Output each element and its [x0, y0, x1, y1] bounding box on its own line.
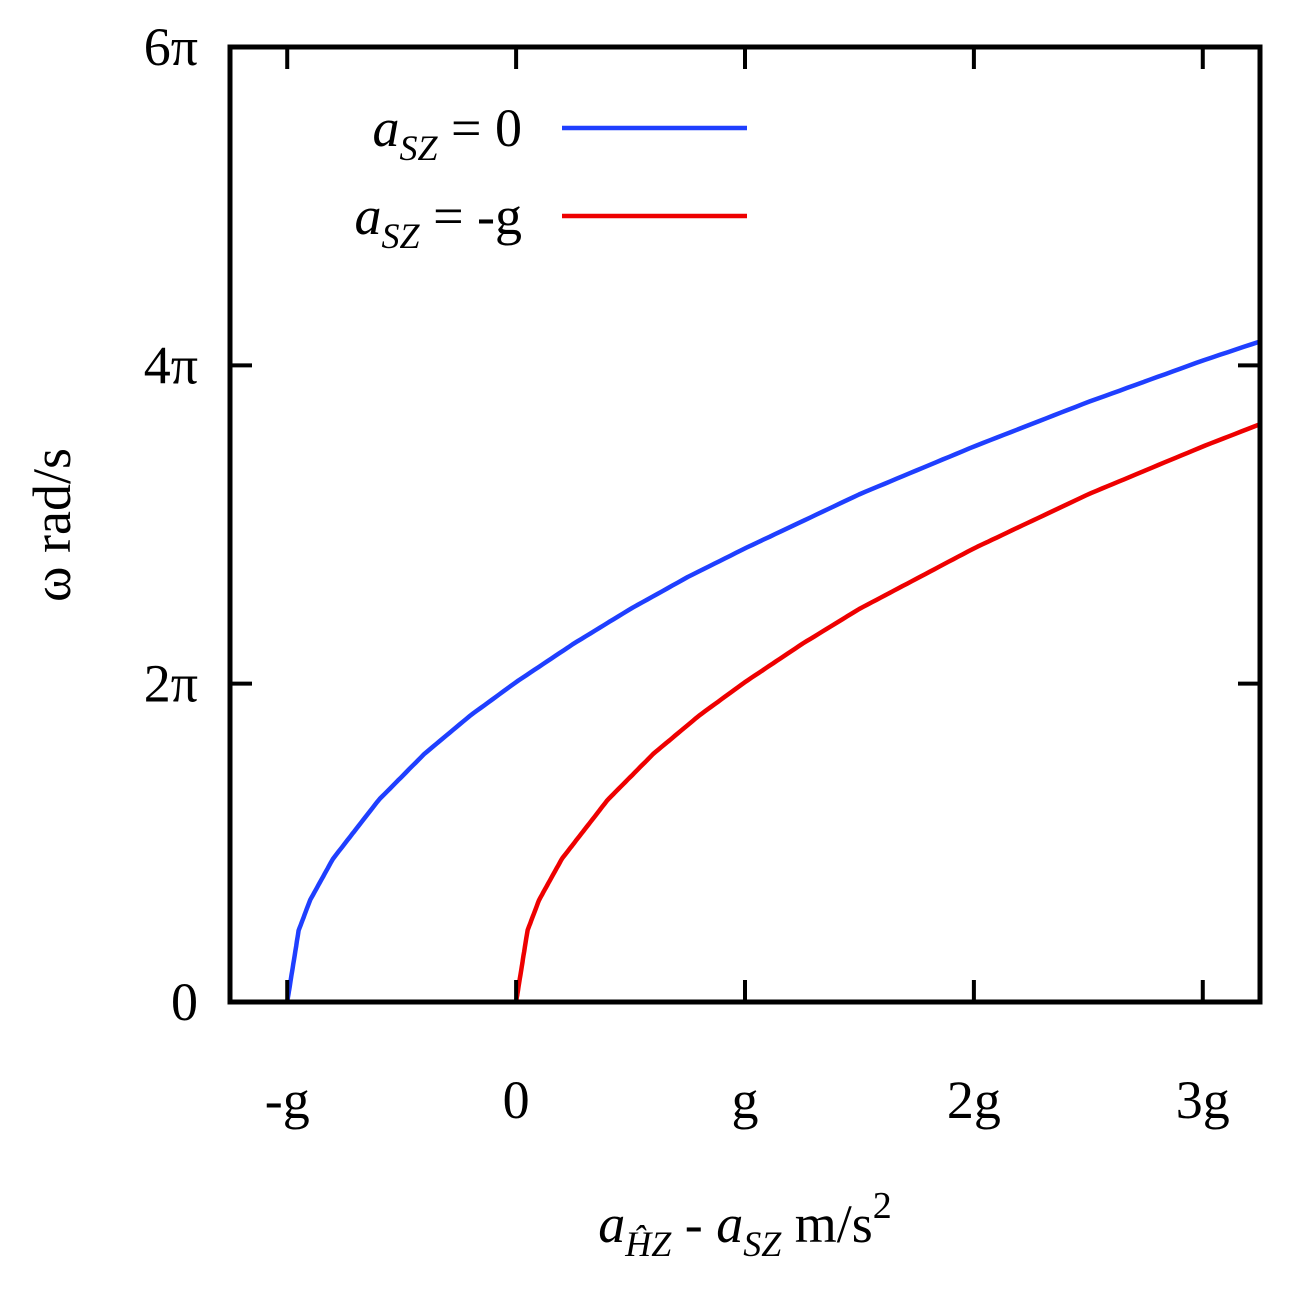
legend: aSZ = 0 aSZ = -g — [355, 98, 747, 256]
x-axis-label-minus: - — [671, 1194, 716, 1254]
x-tick-label: g — [732, 1070, 759, 1130]
x-tick-label: 3g — [1176, 1070, 1230, 1130]
x-axis-label: aĤZ - aSZ m/s2 — [598, 1185, 892, 1264]
legend-entry-1: aSZ = 0 — [373, 98, 747, 168]
legend-label: aSZ = 0 — [373, 98, 523, 168]
series-line-1 — [284, 339, 1261, 1005]
x-axis-label-subscript-2: SZ — [743, 1224, 782, 1264]
x-axis-label-symbol-2: a — [716, 1194, 743, 1254]
x-axis-label-unit: m/s — [781, 1194, 873, 1254]
y-tick-label: 0 — [171, 972, 198, 1032]
plot-frame — [227, 44, 1263, 1005]
axis-ticks — [230, 45, 1260, 1004]
y-tick-label: 4π — [144, 335, 198, 395]
plot-lines — [284, 339, 1261, 1005]
x-axis-label-superscript: 2 — [873, 1185, 892, 1227]
y-tick-label: 2π — [144, 654, 198, 714]
series-line-2 — [513, 422, 1261, 1005]
legend-entry-2: aSZ = -g — [355, 186, 747, 256]
x-tick-label: -g — [265, 1070, 310, 1130]
x-tick-label: 2g — [947, 1070, 1001, 1130]
x-tick-label: 0 — [503, 1070, 530, 1130]
tick-labels: -g 0 g 2g 3g 0 2π 4π 6π — [144, 17, 1230, 1130]
y-tick-label: 6π — [144, 17, 198, 77]
x-axis-label-symbol: a — [598, 1194, 625, 1254]
legend-label: aSZ = -g — [355, 186, 522, 256]
x-axis-label-subscript: ĤZ — [624, 1224, 672, 1264]
y-axis-label: ω rad/s — [22, 448, 82, 602]
